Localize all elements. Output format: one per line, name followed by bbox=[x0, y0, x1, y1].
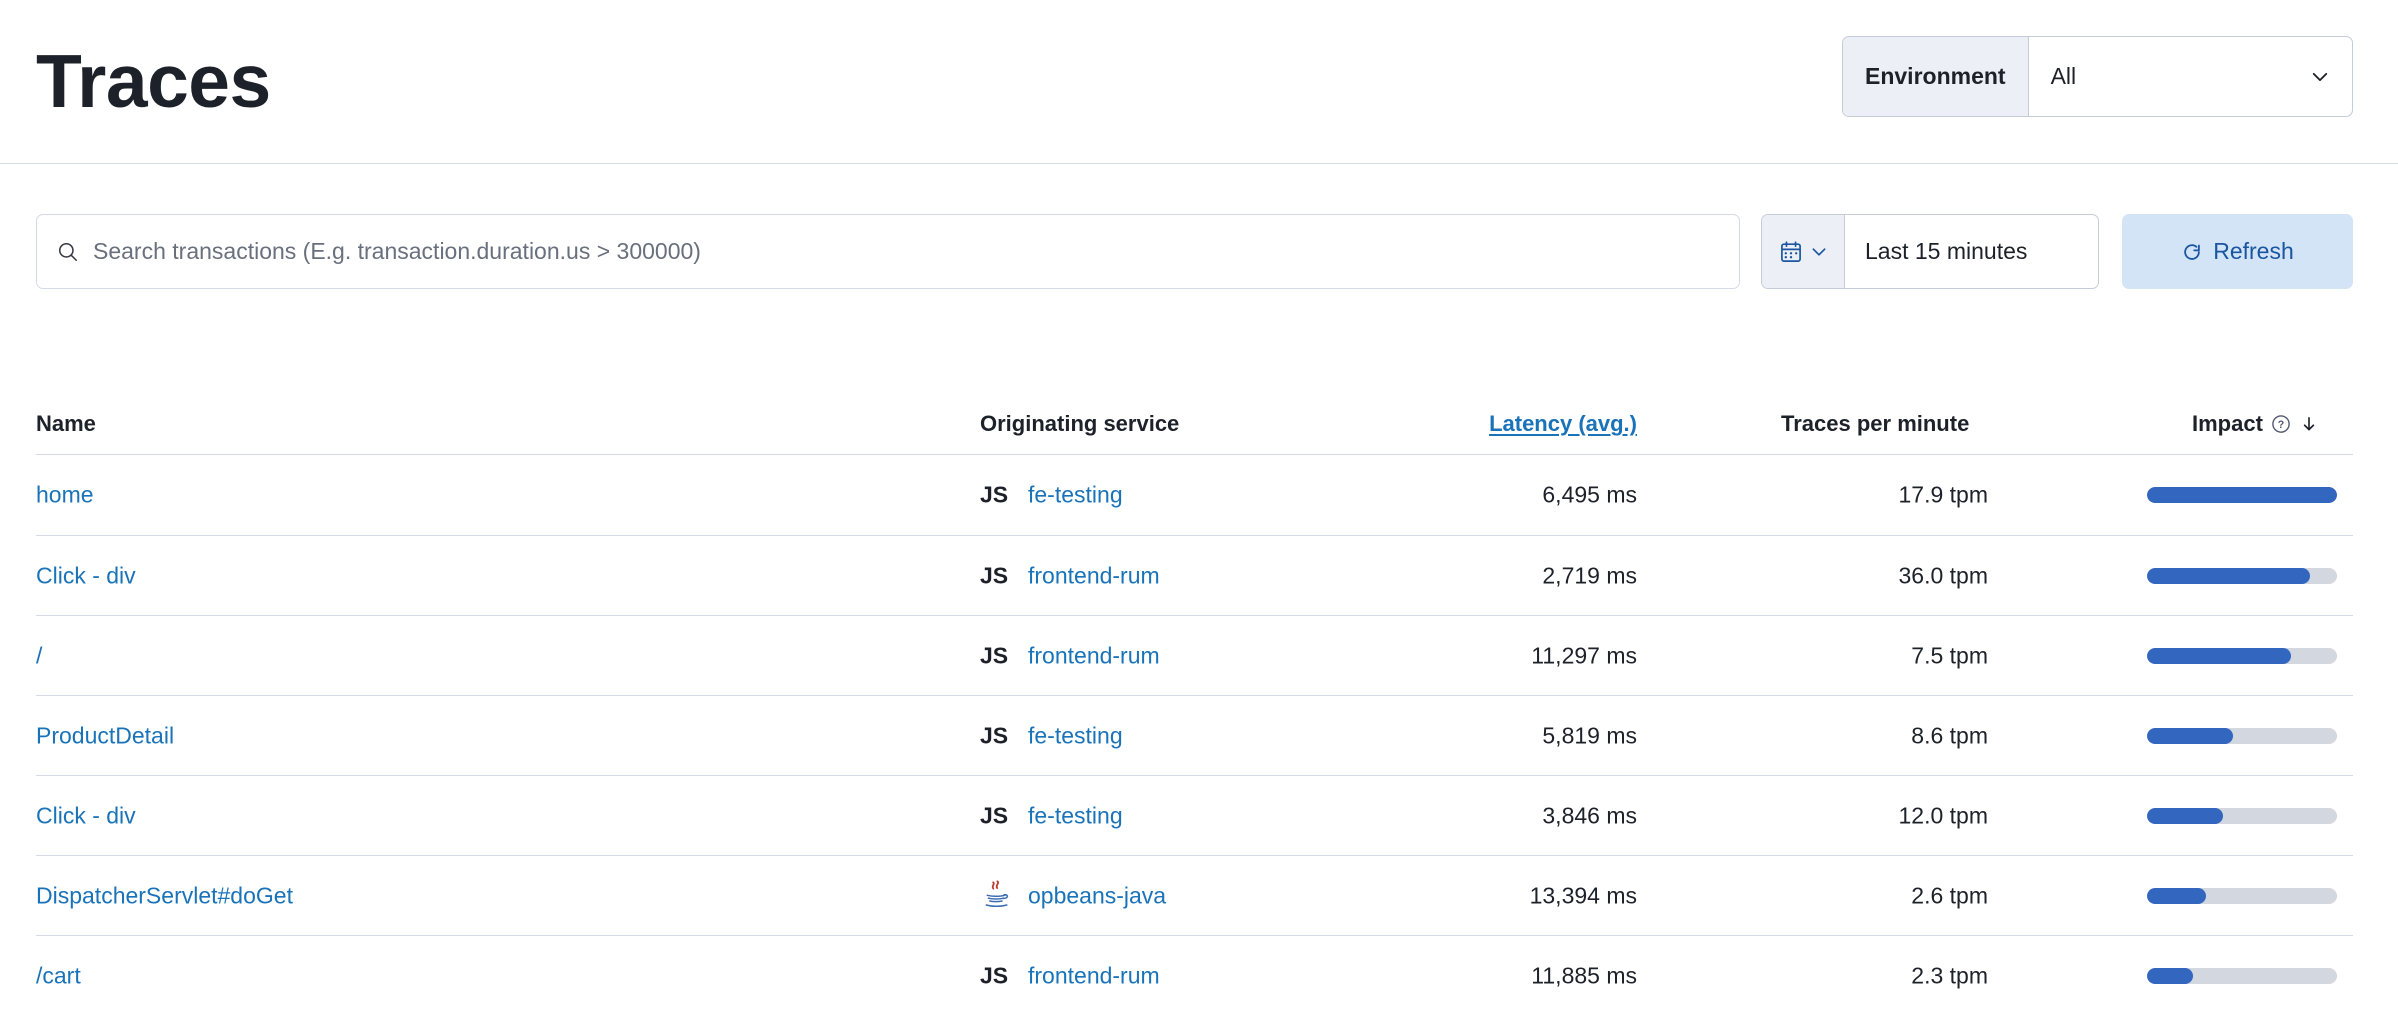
svg-text:?: ? bbox=[2278, 419, 2284, 431]
